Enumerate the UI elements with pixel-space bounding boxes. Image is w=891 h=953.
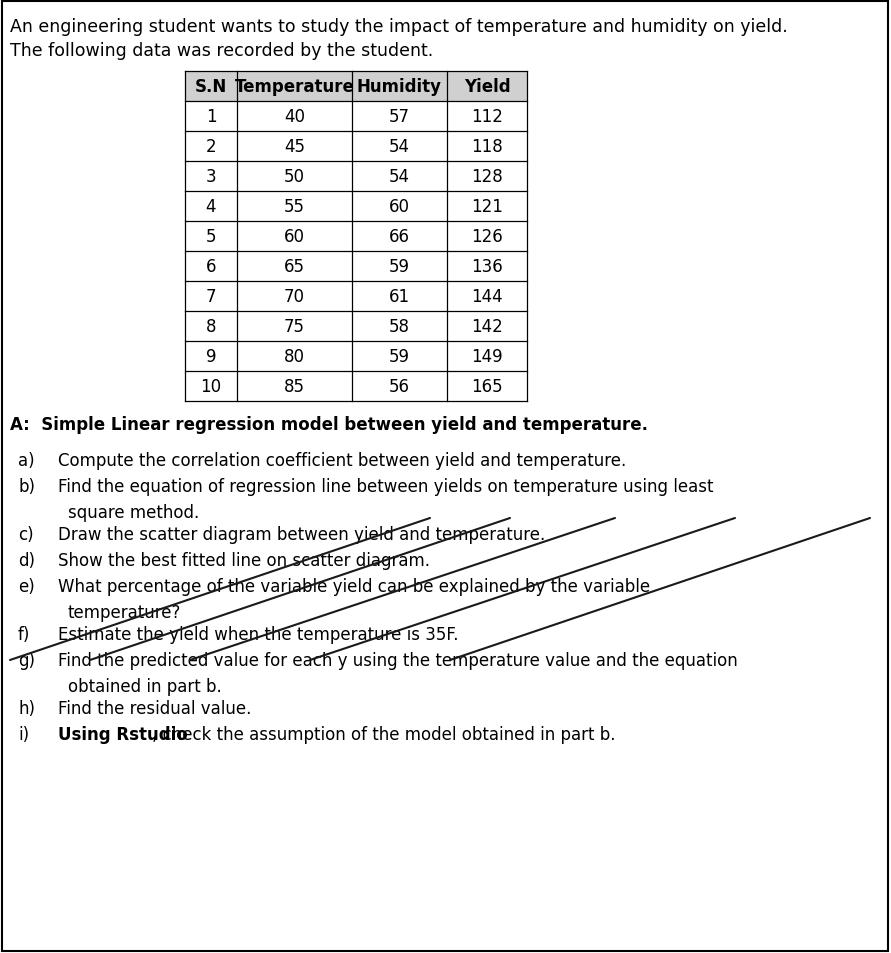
Text: 66: 66 [389,228,410,246]
Text: 58: 58 [389,317,410,335]
Text: 57: 57 [389,108,410,126]
Text: Find the residual value.: Find the residual value. [58,700,251,718]
Text: 50: 50 [284,168,305,186]
Text: 75: 75 [284,317,305,335]
Text: 3: 3 [206,168,217,186]
Text: 59: 59 [389,348,410,366]
Text: Compute the correlation coefficient between yield and temperature.: Compute the correlation coefficient betw… [58,452,626,470]
Text: 7: 7 [206,288,217,306]
Text: g): g) [18,651,35,669]
Text: square method.: square method. [68,503,200,521]
Text: Using Rstudio: Using Rstudio [58,725,188,743]
Text: 40: 40 [284,108,305,126]
Text: 126: 126 [471,228,503,246]
Text: Draw the scatter diagram between yield and temperature.: Draw the scatter diagram between yield a… [58,525,545,543]
Text: e): e) [18,578,35,596]
Text: 70: 70 [284,288,305,306]
Text: Estimate the yield when the temperature is 35F.: Estimate the yield when the temperature … [58,625,459,643]
Text: 55: 55 [284,198,305,215]
Text: 144: 144 [471,288,503,306]
Text: c): c) [18,525,34,543]
Text: 59: 59 [389,257,410,275]
Text: h): h) [18,700,35,718]
Text: Show the best fitted line on scatter diagram.: Show the best fitted line on scatter dia… [58,552,430,569]
Text: 10: 10 [200,377,222,395]
Text: d): d) [18,552,35,569]
Text: 121: 121 [471,198,503,215]
Text: 56: 56 [389,377,410,395]
Text: 61: 61 [389,288,410,306]
Text: 128: 128 [471,168,503,186]
Text: obtained in part b.: obtained in part b. [68,678,222,696]
Text: b): b) [18,477,35,496]
Text: 6: 6 [206,257,217,275]
Text: 1: 1 [206,108,217,126]
Text: Find the equation of regression line between yields on temperature using least: Find the equation of regression line bet… [58,477,714,496]
Text: 80: 80 [284,348,305,366]
Text: 60: 60 [389,198,410,215]
Text: 9: 9 [206,348,217,366]
Text: An engineering student wants to study the impact of temperature and humidity on : An engineering student wants to study th… [10,18,788,36]
Text: Temperature: Temperature [234,78,355,96]
Text: f): f) [18,625,30,643]
Text: Find the predicted value for each y using the temperature value and the equation: Find the predicted value for each y usin… [58,651,738,669]
Text: 165: 165 [471,377,503,395]
Text: a): a) [18,452,35,470]
Text: Yield: Yield [463,78,511,96]
Text: 8: 8 [206,317,217,335]
Text: 4: 4 [206,198,217,215]
Text: A:  Simple Linear regression model between yield and temperature.: A: Simple Linear regression model betwee… [10,416,648,434]
Text: 54: 54 [389,168,410,186]
Text: 112: 112 [471,108,503,126]
Text: 45: 45 [284,138,305,156]
Text: Humidity: Humidity [357,78,442,96]
Text: 60: 60 [284,228,305,246]
Text: What percentage of the variable yield can be explained by the variable: What percentage of the variable yield ca… [58,578,650,596]
Text: , check the assumption of the model obtained in part b.: , check the assumption of the model obta… [151,725,615,743]
Text: 149: 149 [471,348,503,366]
Text: 142: 142 [471,317,503,335]
Text: The following data was recorded by the student.: The following data was recorded by the s… [10,42,433,60]
Text: 85: 85 [284,377,305,395]
Text: temperature?: temperature? [68,603,182,621]
Text: S.N: S.N [195,78,227,96]
Bar [185,71,527,102]
Text: 5: 5 [206,228,217,246]
Text: 65: 65 [284,257,305,275]
Text: i): i) [18,725,29,743]
Text: 2: 2 [206,138,217,156]
Text: 118: 118 [471,138,503,156]
Text: 54: 54 [389,138,410,156]
Text: 136: 136 [471,257,503,275]
